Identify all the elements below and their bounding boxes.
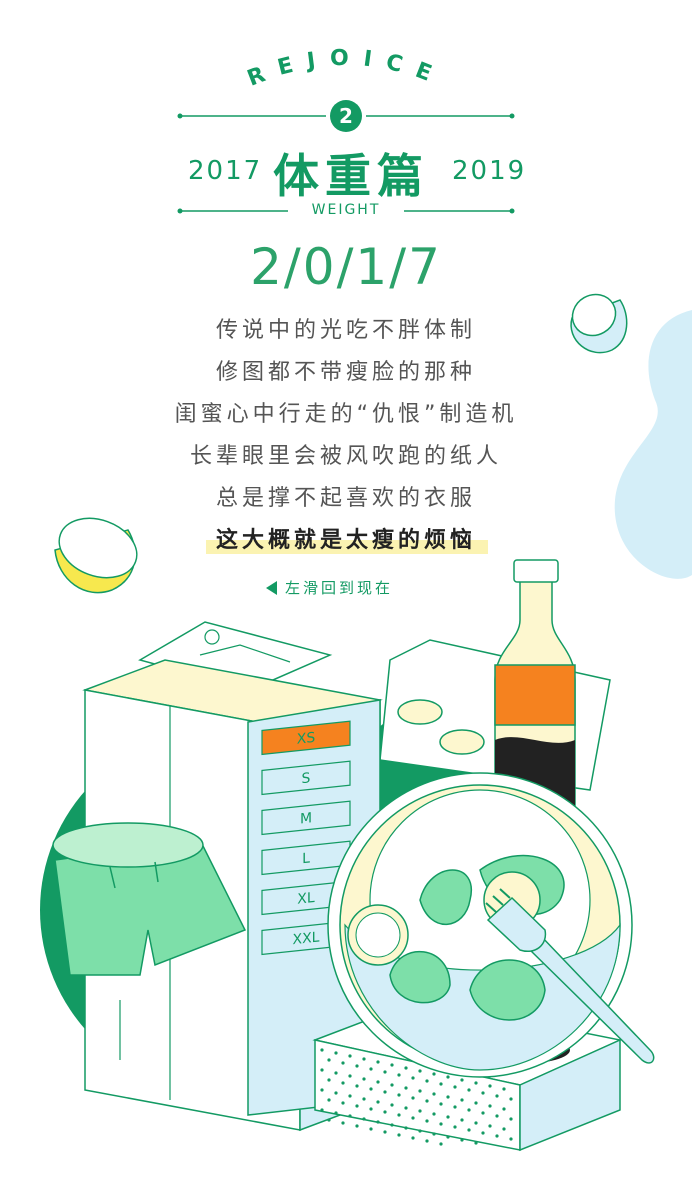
fork	[485, 888, 655, 1064]
page-subtitle: WEIGHT	[311, 202, 381, 218]
story-line-2: 修图都不带瘦脸的那种	[215, 360, 476, 385]
story-line-6: 这大概就是太瘦的烦恼	[215, 528, 476, 553]
size-tag-xs	[261, 720, 351, 756]
highlight-bar	[206, 540, 488, 554]
year-heading: 2/0/1/7	[250, 238, 442, 296]
story-line-4: 长辈眼里会被风吹跑的纸人	[189, 444, 502, 469]
size-tag-m	[261, 800, 351, 836]
chapter-badge: 2	[330, 100, 362, 132]
story-line-1: 传说中的光吃不胖体制	[215, 318, 476, 343]
story-line-5: 总是撑不起喜欢的衣服	[215, 486, 476, 511]
egg-left	[54, 517, 138, 594]
shorts	[52, 822, 247, 976]
year-left: 2017	[188, 156, 263, 186]
size-label-s: S	[302, 770, 311, 787]
size-label-m: M	[300, 810, 312, 827]
swipe-hint-label: 左滑回到现在	[285, 579, 394, 597]
egg-right	[570, 293, 628, 354]
left-arrow-icon	[266, 580, 277, 595]
story-line-3: 闺蜜心中行走的“仇恨”制造机	[174, 402, 518, 427]
salad-bowl	[327, 772, 633, 1078]
swipe-back-hint[interactable]: 左滑回到现在	[266, 577, 393, 598]
arc-title: REJOICE	[244, 46, 448, 92]
blue-blob	[614, 310, 692, 579]
page-title: 体重篇	[273, 149, 429, 203]
size-label-l: L	[302, 850, 310, 867]
size-label-xl: XL	[297, 890, 315, 908]
year-right: 2019	[452, 156, 527, 186]
size-tag-s	[261, 760, 351, 796]
size-label-xs: XS	[297, 730, 316, 748]
size-label-xxl: XXL	[293, 929, 320, 948]
